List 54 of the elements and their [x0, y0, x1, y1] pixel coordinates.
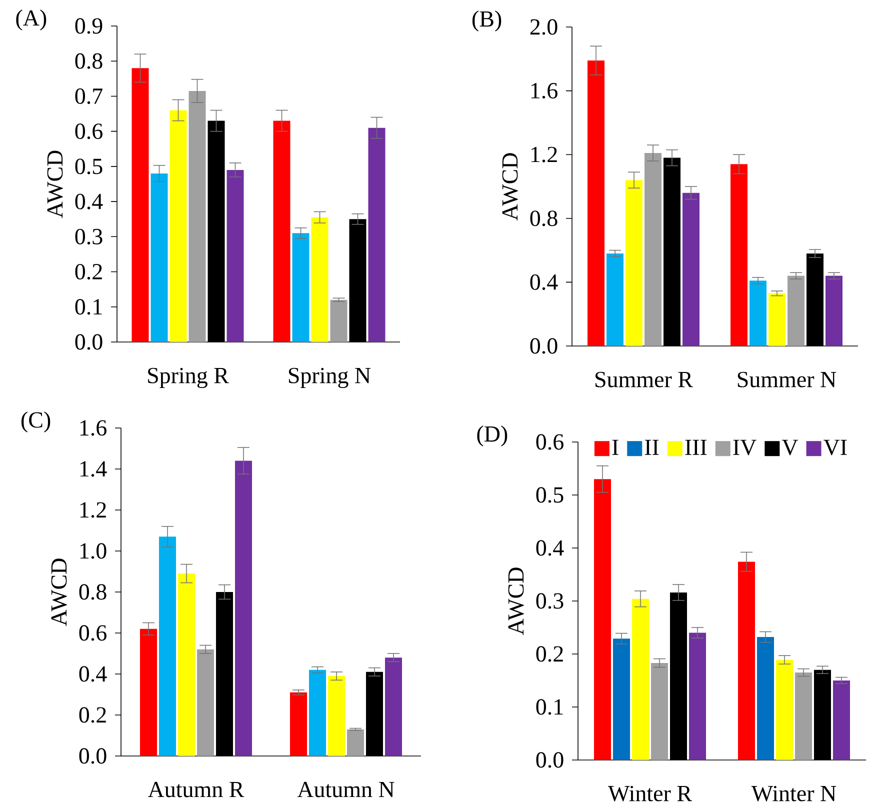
y-tick-label: 0.1 — [536, 699, 563, 715]
y-tick-label: 0.5 — [75, 158, 102, 174]
y-tick-label: 0.7 — [75, 88, 102, 104]
y-tick-label: 0.6 — [79, 625, 106, 641]
y-tick-label: 0.5 — [536, 487, 564, 503]
x-tick-label: Winter R — [608, 786, 692, 802]
legend-label: III — [685, 440, 707, 455]
y-tick-label: 0.0 — [530, 338, 558, 354]
x-tick-label: Autumn N — [297, 782, 394, 798]
y-tick-label: 0.2 — [79, 707, 106, 723]
y-tick-label: 0.0 — [75, 334, 102, 350]
legend-label: V — [782, 440, 798, 456]
x-tick-label: Winter N — [751, 786, 836, 802]
y-tick-label: 2.0 — [530, 19, 558, 35]
y-tick-label: 0.4 — [536, 540, 564, 556]
y-tick-label: 0.4 — [79, 666, 107, 682]
y-tick-label: 1.4 — [80, 461, 107, 477]
y-tick-label: 1.2 — [80, 502, 106, 518]
y-tick-label: 0.0 — [79, 748, 106, 764]
y-axis-title: AWCD — [502, 153, 518, 220]
y-tick-label: 1.6 — [80, 420, 106, 436]
y-tick-label: 1.0 — [80, 543, 106, 559]
y-tick-label: 0.0 — [536, 752, 564, 768]
y-tick-label: 0.6 — [75, 124, 102, 140]
x-tick-label: Autumn R — [148, 782, 244, 798]
chart-title: (A) — [16, 10, 46, 30]
y-tick-label: 0.2 — [75, 264, 102, 280]
y-axis-title: AWCD — [508, 568, 524, 635]
y-tick-label: 0.1 — [75, 299, 102, 315]
legend-label: II — [644, 440, 659, 455]
chart-title: (C) — [21, 412, 50, 432]
y-tick-label: 0.3 — [536, 593, 564, 609]
y-tick-label: 0.6 — [536, 434, 564, 450]
y-tick-label: 0.4 — [75, 194, 103, 210]
x-tick-label: Summer R — [596, 372, 693, 388]
y-axis-title: AWCD — [51, 558, 67, 626]
x-tick-label: Spring R — [148, 368, 229, 388]
y-tick-label: 0.8 — [530, 210, 558, 226]
y-tick-label: 0.2 — [536, 646, 563, 662]
y-tick-label: 1.2 — [531, 146, 557, 162]
chart-title: (D) — [477, 426, 508, 446]
x-tick-label: Summer N — [738, 372, 836, 388]
y-tick-label: 0.3 — [75, 228, 102, 244]
y-tick-label: 0.8 — [79, 584, 106, 600]
y-tick-label: 0.8 — [75, 53, 102, 69]
legend-label: VI — [824, 440, 847, 456]
legend-label: I — [612, 440, 618, 455]
y-tick-label: 0.9 — [75, 18, 102, 34]
x-tick-label: Spring N — [288, 368, 371, 388]
y-axis-title: AWCD — [47, 150, 63, 218]
legend-label: IV — [733, 440, 756, 456]
y-tick-label: 1.6 — [531, 83, 558, 99]
y-tick-label: 0.4 — [530, 274, 558, 290]
chart-title: (B) — [472, 10, 502, 32]
